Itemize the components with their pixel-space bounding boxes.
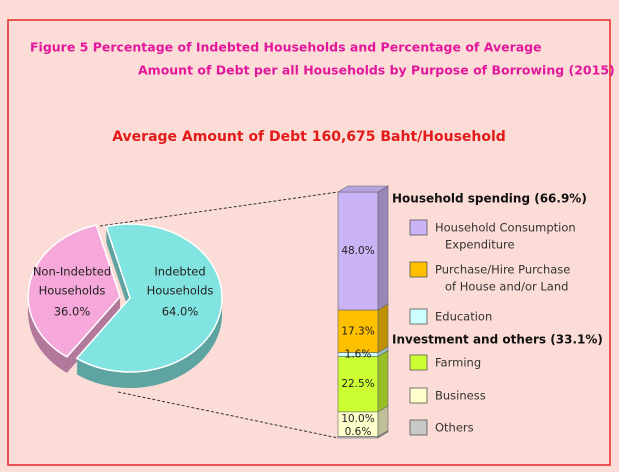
legend-swatch [409,308,428,325]
legend-swatch [409,354,428,371]
slice-value: 64.0% [162,305,199,319]
legend-swatch [409,261,428,278]
slice-label: Households [39,284,106,298]
connector [99,191,339,227]
frame [7,19,611,466]
pie: Non-Indebted Households 36.0% Indebted House… [27,223,223,388]
legend-label: Purchase/Hire Purchase [435,263,570,277]
bar-segment [337,191,379,311]
pie-slice [75,223,223,373]
bar-side [377,350,389,413]
legend-label: Household Consumption [435,221,576,235]
bar-value-label: 1.6% [345,349,372,361]
bar-top [336,185,390,193]
bar-segment [337,411,379,437]
title-line: Amount of Debt per all Households by Pur… [138,63,615,78]
slice-label: Non-Indebted [33,265,111,279]
pie-slice [27,224,122,358]
bar-value-label: 48.0% [341,245,374,257]
slice-label: Households [147,284,214,298]
bar-side [377,303,389,354]
bar-side [377,429,389,439]
legend-group: Investment and others (33.1%) [392,333,603,347]
legend-group: Household spending (66.9%) [392,192,587,206]
slice-value: 36.0% [54,305,91,319]
stacked-bar: 48.0% 17.3% 1.6% 22.5% 10.0%0.6% [336,185,390,439]
legend-label: Farming [435,356,481,370]
title-line: Figure 5 Percentage of Indebted Househol… [30,40,542,55]
slice-label: Indebted [154,265,205,279]
legend-label: Expenditure [445,238,515,252]
legend: Household spending (66.9%) Investment and… [392,192,603,436]
legend-label: Business [435,389,486,403]
bar-value-label: 22.5% [341,378,374,390]
bar-value-label: 17.3% [341,325,374,337]
subtitle: Average Amount of Debt 160,675 Baht/Hous… [112,129,506,145]
bar-value-label: 0.6% [345,426,372,438]
connector [117,391,339,439]
bar-side [377,185,389,311]
legend-swatch [409,387,428,404]
legend-swatch [409,419,428,436]
bar-value-label: 10.0% [341,413,374,425]
bar-segment [337,356,379,413]
legend-label: of House and/or Land [445,280,568,294]
legend-label: Education [435,310,492,324]
legend-label: Others [435,421,474,435]
legend-swatch [409,219,428,236]
